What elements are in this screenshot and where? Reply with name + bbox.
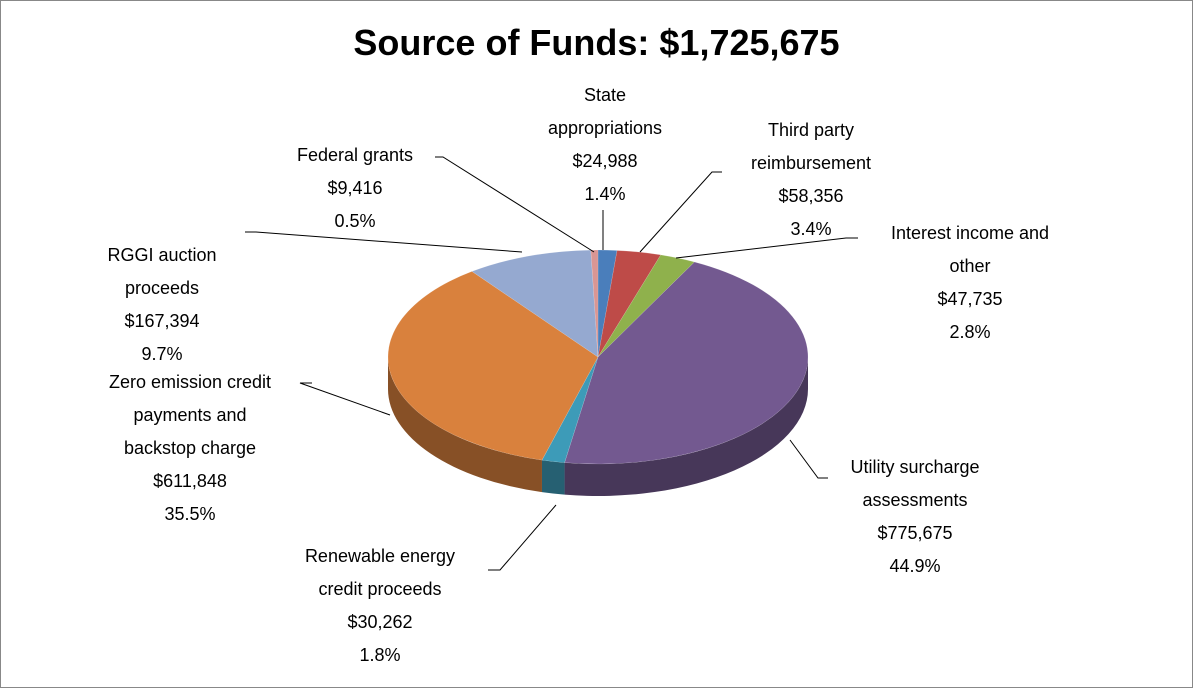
leader-line [639, 171, 722, 253]
percent-label: 0.5% [334, 211, 376, 231]
value-label: $611,848 [153, 471, 227, 491]
leader-line [435, 156, 595, 253]
value-label: $24,988 [572, 151, 638, 171]
pie-slice [471, 249, 599, 358]
pie-slice [597, 249, 618, 358]
pie-slice-side [388, 357, 542, 493]
data-label: Zero emission credit payments and backst… [99, 366, 281, 531]
category-label: Federal grants [296, 145, 414, 165]
percent-label: 9.7% [141, 344, 183, 364]
leader-line [675, 237, 858, 259]
data-label: Third party reimbursement $58,356 3.4% [736, 114, 886, 246]
percent-label: 44.9% [889, 556, 941, 576]
data-label: Utility surcharge assessments $775,675 44.… [830, 451, 1000, 583]
percent-label: 1.8% [359, 645, 401, 665]
percent-label: 1.4% [584, 184, 626, 204]
category-label: State appropriations [547, 85, 663, 138]
pie-slice [387, 271, 599, 461]
pie-slice [564, 261, 809, 465]
leader-line [245, 231, 523, 253]
data-label: State appropriations $24,988 1.4% [530, 79, 680, 211]
leader-line [789, 439, 828, 479]
pie-slice [597, 250, 662, 358]
value-label: $775,675 [877, 523, 953, 543]
pie-slice-side [541, 460, 565, 495]
leader-line [299, 382, 391, 416]
category-label: RGGI auction proceeds [107, 245, 217, 298]
data-label: RGGI auction proceeds $167,394 9.7% [97, 239, 227, 371]
value-label: $47,735 [937, 289, 1003, 309]
category-label: Interest income and other [890, 223, 1050, 276]
category-label: Utility surcharge assessments [850, 457, 980, 510]
data-label: Interest income and other $47,735 2.8% [880, 217, 1060, 349]
percent-label: 2.8% [949, 322, 991, 342]
value-label: $30,262 [347, 612, 413, 632]
percent-label: 35.5% [164, 504, 216, 524]
category-label: Third party reimbursement [750, 120, 872, 173]
pie-slice-side [564, 357, 808, 496]
pie-slice [541, 356, 599, 463]
value-label: $9,416 [327, 178, 383, 198]
data-label: Federal grants $9,416 0.5% [275, 139, 435, 238]
category-label: Zero emission credit payments and backst… [108, 372, 272, 458]
leader-line [488, 504, 557, 571]
percent-label: 3.4% [790, 219, 832, 239]
category-label: Renewable energy credit proceeds [304, 546, 456, 599]
value-label: $58,356 [778, 186, 844, 206]
data-label: Renewable energy credit proceeds $30,262 1… [295, 540, 465, 672]
value-label: $167,394 [124, 311, 200, 331]
chart-title: Source of Funds: $1,725,675 [353, 22, 840, 63]
